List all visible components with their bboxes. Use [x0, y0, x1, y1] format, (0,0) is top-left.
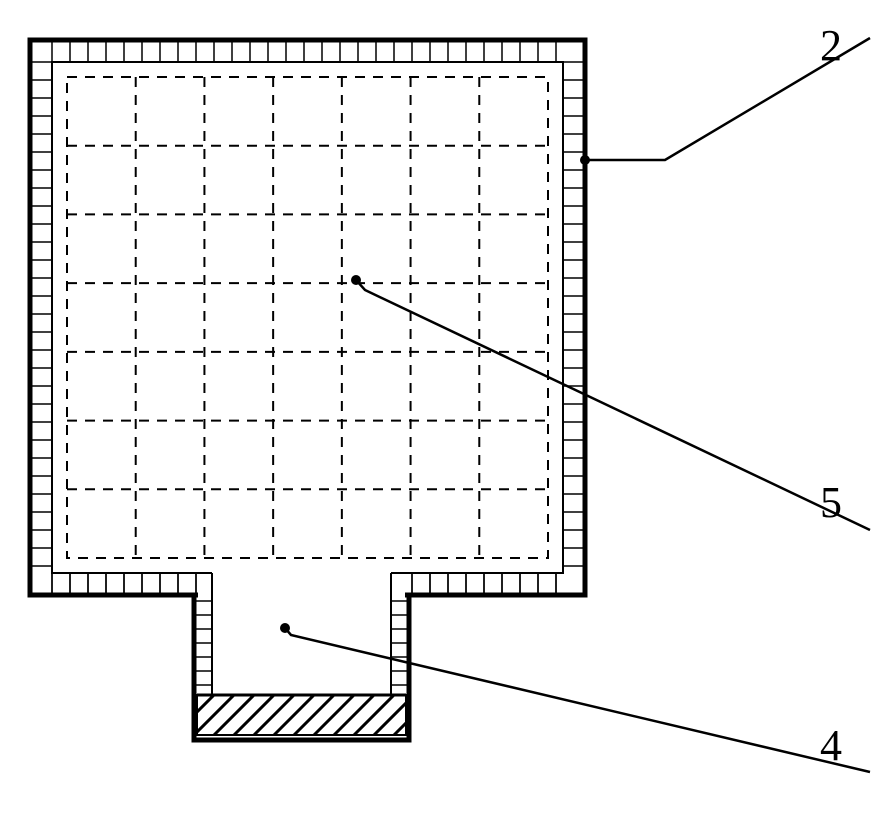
leader-line [356, 280, 870, 530]
callout-label-5: 5 [820, 478, 842, 527]
callout-label-2: 2 [820, 21, 842, 70]
leader-line [285, 628, 870, 772]
hatch-lines [154, 695, 474, 735]
diagram-canvas: 2 5 4 [0, 0, 877, 822]
grid-border [67, 77, 548, 558]
bottom-outer [194, 595, 409, 740]
main-inner-rect [52, 62, 563, 573]
callout-label-4: 4 [820, 721, 842, 770]
main-outer-rect [30, 40, 585, 595]
